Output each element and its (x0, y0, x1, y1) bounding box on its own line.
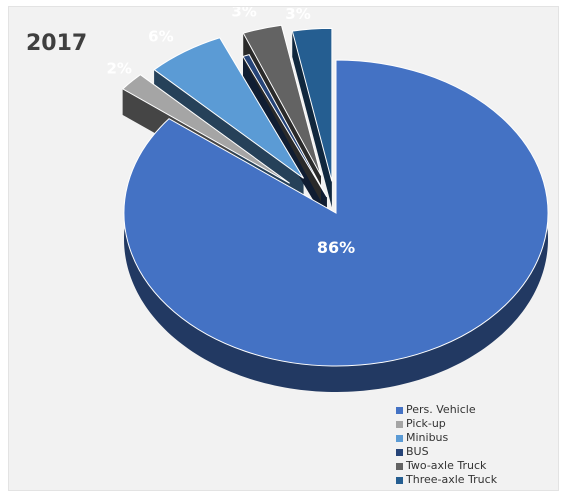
legend: Pers. Vehicle Pick-up Minibus BUS Two-axle T… (396, 403, 497, 487)
data-label-5: 3% (285, 7, 310, 23)
legend-swatch (396, 462, 403, 470)
pie-slice-pers-vehicle (123, 59, 549, 367)
pie-slice-three-axle-truck (291, 27, 333, 182)
data-label-4: 3% (231, 7, 256, 21)
legend-item: Three-axle Truck (396, 473, 497, 487)
legend-label: Three-axle Truck (406, 473, 498, 486)
pie-slice-two-axle-truck (242, 24, 322, 176)
pie-chart: 86% 2% 6% 3% 3% (106, 7, 549, 392)
pie-slice-bus (242, 54, 328, 198)
legend-item: Two-axle Truck (396, 459, 497, 473)
legend-swatch (396, 420, 403, 428)
legend-label: Minibus (406, 431, 449, 444)
data-label-1: 2% (106, 60, 131, 78)
chart-title: 2017 (26, 31, 88, 56)
pie-slice-pick-up (121, 74, 290, 184)
data-label-2: 6% (148, 28, 173, 46)
legend-label: Two-axle Truck (406, 459, 487, 472)
legend-label: BUS (406, 445, 429, 458)
legend-item: Pers. Vehicle (396, 403, 497, 417)
data-label-0: 86% (317, 238, 355, 257)
legend-label: Pick-up (406, 417, 446, 430)
legend-label: Pers. Vehicle (406, 403, 476, 416)
pie-slice-minibus (153, 37, 304, 179)
legend-swatch (396, 476, 403, 484)
legend-swatch (396, 434, 403, 442)
legend-swatch (396, 406, 403, 414)
legend-swatch (396, 448, 403, 456)
chart-area: 2017 86% 2% 6% 3% 3% Pers. Vehicle Pick-up Min… (8, 6, 559, 491)
legend-item: Pick-up (396, 417, 497, 431)
legend-item: BUS (396, 445, 497, 459)
legend-item: Minibus (396, 431, 497, 445)
